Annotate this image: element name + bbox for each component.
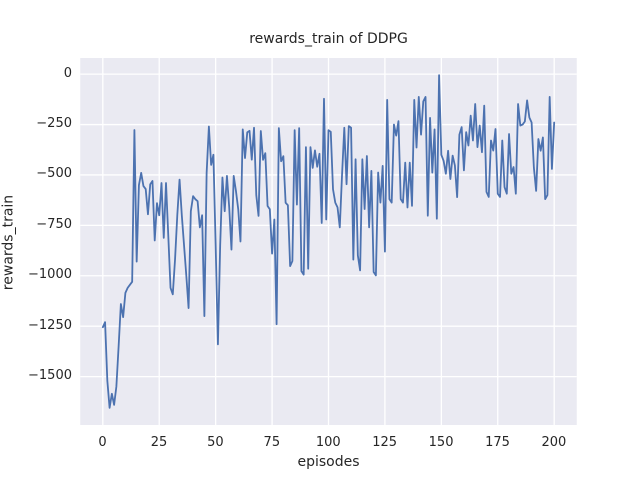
reward-line bbox=[101, 73, 556, 409]
x-tick-label: 175 bbox=[485, 435, 510, 450]
x-tick-label: 125 bbox=[372, 435, 398, 450]
y-tick-label: −500 bbox=[36, 166, 72, 182]
plot-area bbox=[80, 57, 577, 425]
chart-title: rewards_train of DDPG bbox=[249, 31, 408, 47]
plot-canvas bbox=[80, 57, 577, 425]
x-tick-label: 50 bbox=[207, 435, 224, 450]
x-tick-label: 0 bbox=[98, 435, 107, 450]
x-tick-label: 25 bbox=[150, 435, 168, 450]
x-axis-label: episodes bbox=[297, 454, 360, 470]
y-tick-label: −1000 bbox=[28, 267, 72, 283]
y-tick-label: −1500 bbox=[28, 368, 72, 384]
y-tick-label: −1250 bbox=[28, 317, 72, 333]
x-tick-label: 200 bbox=[541, 435, 567, 450]
x-tick-label: 75 bbox=[263, 435, 281, 450]
x-tick-label: 100 bbox=[315, 435, 341, 450]
y-axis-label: rewards_train bbox=[0, 194, 17, 291]
y-tick-label: 0 bbox=[63, 65, 72, 81]
y-tick-label: −750 bbox=[36, 216, 72, 232]
y-tick-label: −250 bbox=[36, 116, 72, 132]
x-tick-label: 150 bbox=[428, 435, 454, 450]
